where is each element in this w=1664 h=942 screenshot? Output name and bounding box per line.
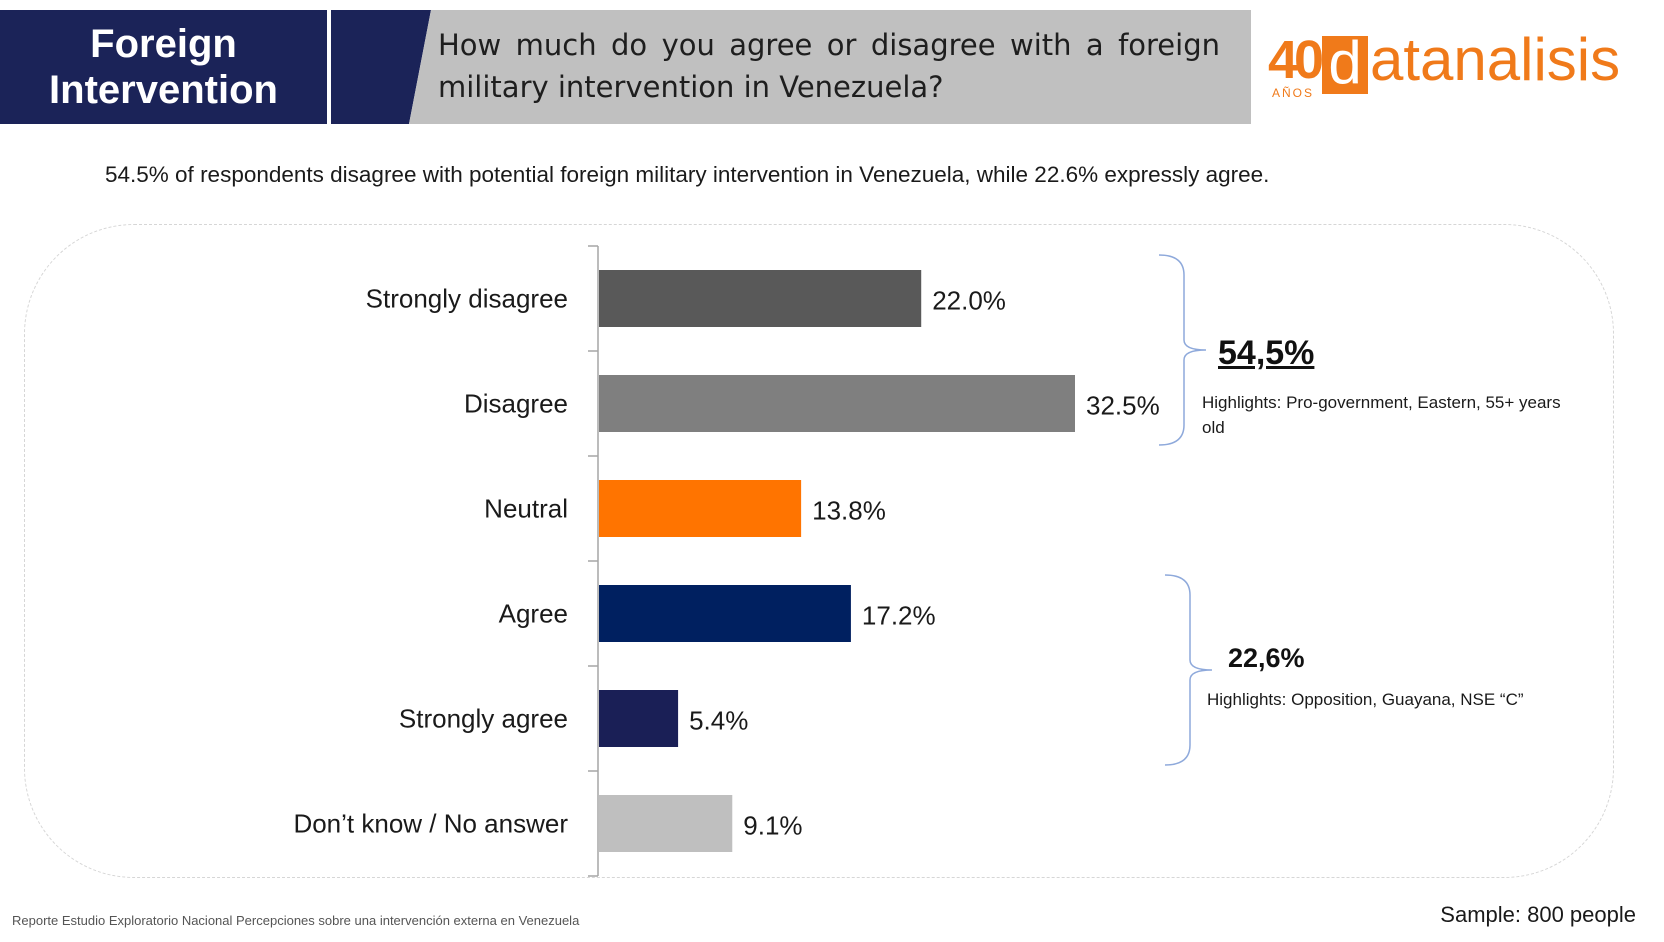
data-label: 5.4% xyxy=(689,705,749,735)
agree-bracket xyxy=(1164,574,1213,766)
question-banner xyxy=(331,10,1251,124)
data-label: 32.5% xyxy=(1086,390,1160,420)
bar xyxy=(599,585,851,642)
logo-wordmark: atanalisis xyxy=(1370,26,1621,93)
header-divider xyxy=(327,10,331,124)
disagree-group-total: 54,5% xyxy=(1218,334,1315,372)
data-label: 17.2% xyxy=(861,600,936,630)
logo-number: 40 xyxy=(1268,30,1324,90)
datanalisis-logo: 40 AÑOS d atanalisis xyxy=(1268,30,1638,110)
bar xyxy=(599,480,802,537)
topic-line-2: Intervention xyxy=(49,68,278,112)
topic-line-1: Foreign xyxy=(90,22,237,66)
category-label: Don’t know / No answer xyxy=(293,808,568,838)
disagree-bracket xyxy=(1158,254,1207,446)
agree-group-total: 22,6% xyxy=(1228,643,1305,673)
bar xyxy=(599,690,679,747)
category-label: Strongly disagree xyxy=(365,283,568,313)
topic-banner: Foreign Intervention xyxy=(0,10,327,124)
logo-sub: AÑOS xyxy=(1272,86,1315,100)
survey-question: How much do you agree or disagree with a… xyxy=(438,28,1220,104)
chart-subtitle: 54.5% of respondents disagree with poten… xyxy=(105,162,1270,187)
data-label: 9.1% xyxy=(743,810,803,840)
agree-group-note: Highlights: Opposition, Guayana, NSE “C” xyxy=(1207,690,1524,709)
category-label: Neutral xyxy=(484,493,568,523)
bar xyxy=(599,375,1075,432)
category-label: Disagree xyxy=(463,388,568,418)
bar xyxy=(599,270,922,327)
bar xyxy=(599,795,733,852)
category-label: Strongly agree xyxy=(398,703,568,733)
sample-size: Sample: 800 people xyxy=(1440,902,1636,927)
disagree-group-note: Highlights: Pro-government, Eastern, 55+… xyxy=(1202,393,1561,437)
category-label: Agree xyxy=(498,598,568,628)
logo-initial: d xyxy=(1322,33,1368,94)
source-note: Reporte Estudio Exploratorio Nacional Pe… xyxy=(12,913,580,928)
data-label: 22.0% xyxy=(932,285,1006,315)
chart-panel xyxy=(24,224,1614,878)
data-label: 13.8% xyxy=(812,495,886,525)
